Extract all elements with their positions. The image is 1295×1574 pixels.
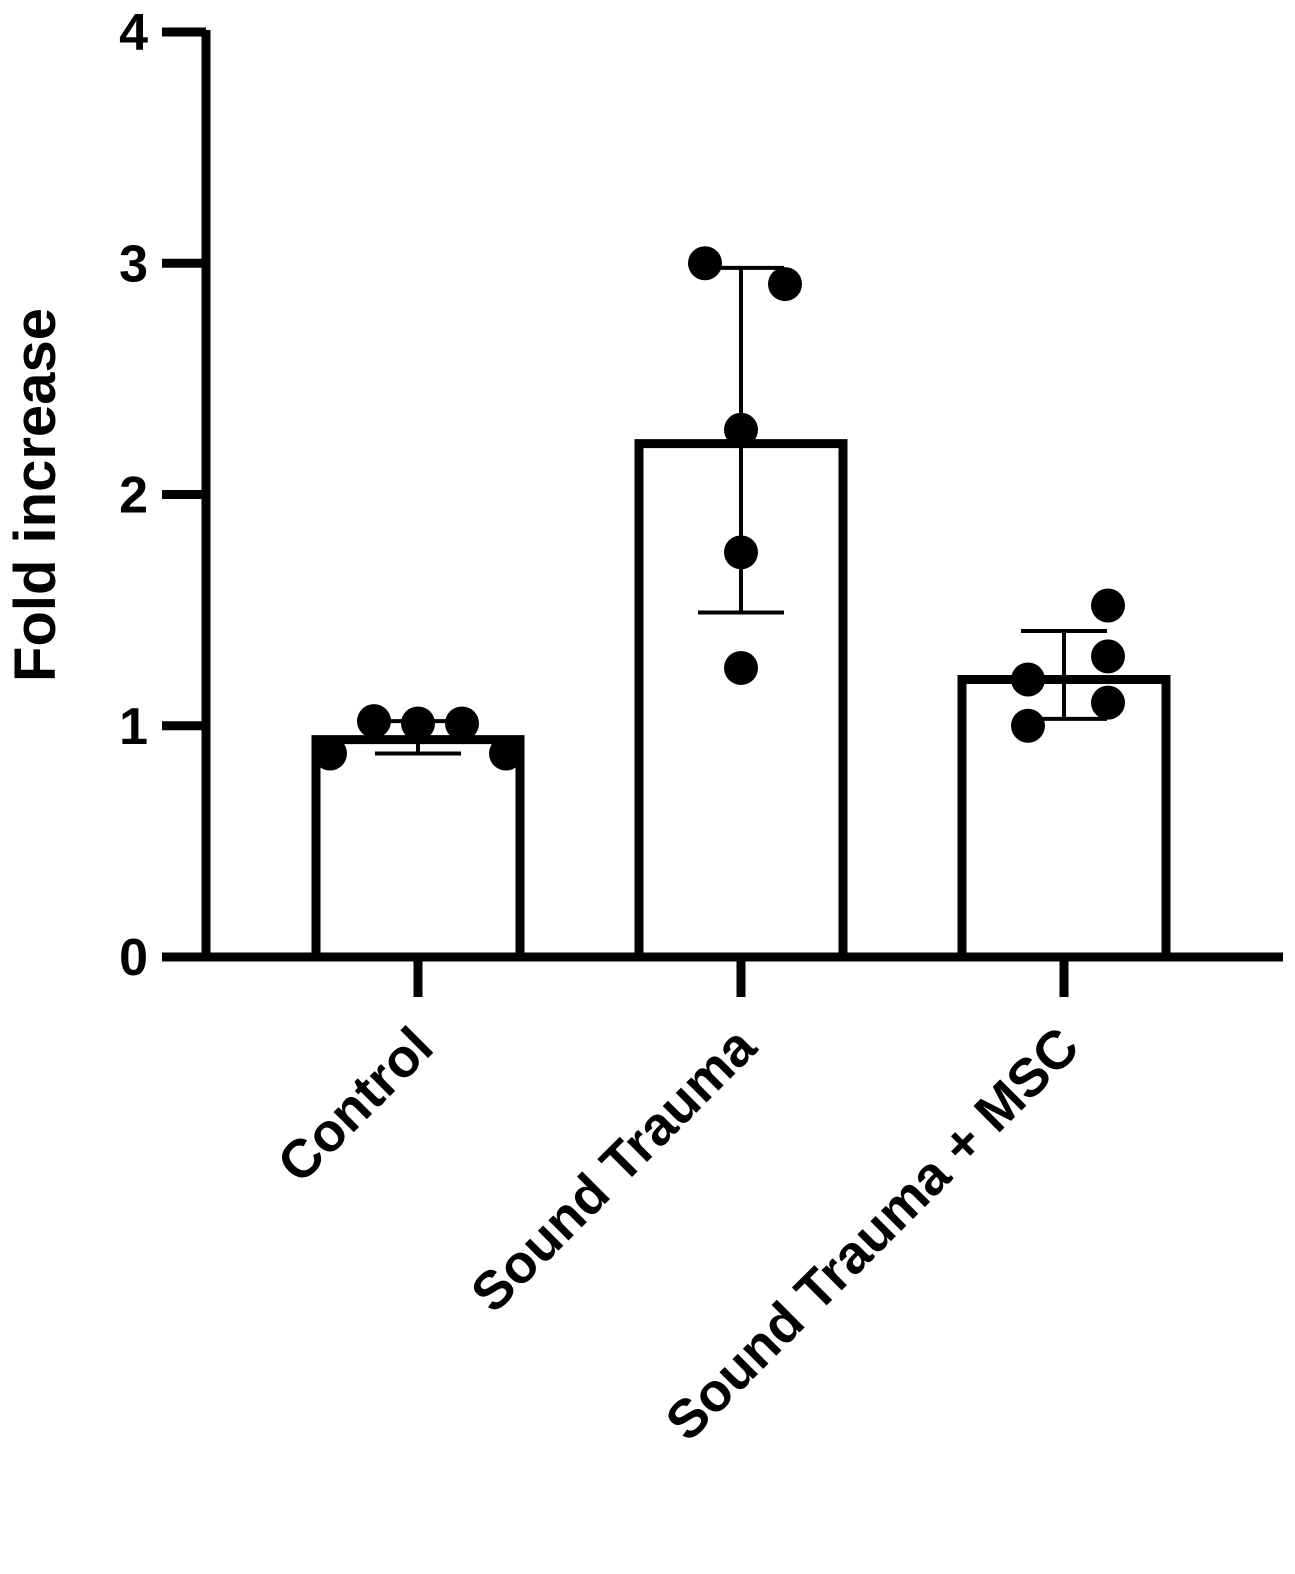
data-point-0-4 [489, 736, 523, 771]
y-axis-title: Fold increase [3, 308, 68, 682]
data-points-layer [313, 246, 1125, 771]
data-point-2-1 [1011, 662, 1045, 697]
bar-0 [311, 735, 525, 962]
y-tick-label-4: 4 [119, 4, 148, 62]
data-point-1-4 [724, 650, 758, 685]
data-point-1-2 [724, 412, 758, 447]
y-ticks-layer: 0 1 2 3 4 [119, 4, 206, 987]
y-tick-label-2: 2 [119, 467, 148, 525]
data-point-0-2 [401, 706, 435, 741]
data-point-1-0 [688, 246, 722, 281]
data-point-0-3 [445, 706, 479, 741]
data-point-2-4 [1091, 685, 1125, 720]
x-tick-label-1: Sound Trauma [460, 1015, 768, 1323]
y-tick-label-0: 0 [119, 929, 148, 987]
x-tick-label-0: Control [266, 1016, 444, 1194]
data-point-1-1 [768, 267, 802, 302]
data-point-0-1 [357, 704, 391, 739]
data-point-2-2 [1091, 639, 1125, 674]
y-tick-label-3: 3 [119, 235, 148, 293]
bar-2 [957, 675, 1171, 962]
data-point-1-3 [724, 535, 758, 570]
y-tick-label-1: 1 [119, 698, 148, 756]
data-point-2-3 [1011, 708, 1045, 743]
data-point-2-0 [1091, 588, 1125, 623]
data-point-0-0 [313, 736, 347, 771]
